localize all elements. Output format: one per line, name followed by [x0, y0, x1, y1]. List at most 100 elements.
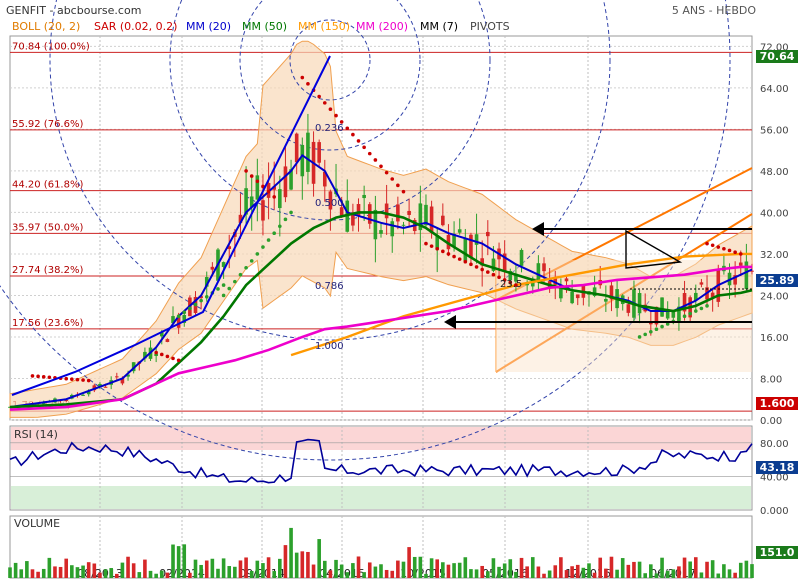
volume-bar [261, 563, 265, 578]
sar-dot [165, 354, 170, 359]
candle-body [396, 204, 400, 222]
volume-bar [322, 560, 327, 578]
volume-bar [390, 570, 395, 578]
candle-body [126, 374, 130, 377]
candle-body [665, 309, 670, 319]
candle-body [204, 277, 209, 287]
indicator-pivots[interactable]: PIVOTS [470, 20, 510, 33]
candle-body [317, 142, 321, 163]
volume-bar [249, 570, 254, 578]
volume-bar [30, 569, 35, 578]
volume-bar [334, 559, 338, 578]
volume-bar [486, 571, 490, 578]
candle-body [300, 144, 305, 177]
volume-bar [446, 564, 451, 578]
candle-body [289, 169, 293, 190]
volume-bar [115, 573, 119, 578]
candle-body [64, 400, 69, 402]
sar-dot [328, 107, 333, 112]
volume-bar [244, 557, 248, 578]
sar-dot [221, 293, 226, 298]
candle-body [693, 292, 698, 301]
fibonacci-arc [0, 0, 731, 461]
sar-dot [429, 244, 434, 248]
volume-bar [542, 573, 546, 578]
pivot-label: 23.5 [500, 279, 522, 290]
sar-dot [193, 302, 198, 307]
volume-bar [581, 567, 586, 578]
sar-dot [362, 145, 366, 150]
candle-body [502, 253, 507, 272]
candle-body [435, 235, 440, 250]
volume-bar [210, 558, 215, 578]
y-tick-label: 16.00 [760, 333, 789, 344]
sar-dot [491, 272, 496, 277]
volume-bar [491, 558, 496, 578]
candle-body [165, 339, 170, 342]
indicator-mm150[interactable]: MM (150) [298, 20, 351, 33]
volume-bar [587, 563, 591, 578]
sar-dot [238, 272, 243, 277]
sar-dot [300, 75, 305, 80]
volume-bar [255, 560, 260, 578]
trend-line [11, 55, 331, 396]
x-tick-label: 02/2014 [159, 567, 205, 580]
candle-body [210, 266, 215, 270]
indicator-sar[interactable]: SAR (0.02, 0.2) [94, 20, 178, 33]
candle-body [744, 261, 749, 289]
volume-bar [452, 563, 456, 578]
indicator-mm200[interactable]: MM (200) [356, 20, 409, 33]
sar-dot [188, 306, 192, 311]
y-tick-label: 64.00 [760, 84, 789, 95]
candle-body [8, 406, 12, 408]
volume-bar [497, 566, 501, 578]
sar-dot [384, 170, 389, 175]
volume-bar [570, 566, 574, 578]
indicator-mm7[interactable]: MM (7) [420, 20, 459, 33]
volume-bar [362, 572, 366, 578]
volume-bar [75, 567, 80, 578]
candle-body [452, 233, 456, 247]
fib-label: 44.20 (61.8%) [12, 180, 83, 191]
volume-bar [401, 561, 406, 578]
volume-bar [294, 552, 299, 578]
sar-dot [401, 189, 406, 194]
channel-shade [496, 260, 752, 372]
volume-bar [53, 566, 57, 578]
indicator-boll[interactable]: BOLL (20, 2) [12, 20, 81, 33]
volume-bar [412, 556, 417, 578]
volume-value-tag: 151.0 [756, 546, 798, 559]
volume-bar [41, 568, 46, 578]
candle-body [671, 311, 676, 318]
indicator-mm20[interactable]: MM (20) [186, 20, 232, 33]
triangle-pattern [625, 229, 683, 269]
volume-bar [682, 557, 687, 578]
volume-bar [19, 569, 24, 578]
sar-dot [339, 120, 344, 124]
candle-body [733, 275, 737, 285]
volume-bar [81, 565, 85, 578]
volume-bar [699, 572, 704, 578]
volume-bar [345, 572, 350, 578]
candle-body [660, 297, 664, 317]
candle-body [176, 316, 181, 328]
candle-body [249, 196, 254, 208]
candle-body [407, 210, 411, 215]
sar-dot [367, 151, 372, 156]
candle-body [81, 394, 85, 396]
candle-body [294, 133, 299, 163]
candle-body [221, 262, 226, 267]
volume-bar [103, 569, 108, 578]
candle-body [570, 291, 574, 304]
chart-title: GENFIT - abcbourse.com [6, 4, 142, 17]
sar-dot [390, 177, 395, 181]
sar-dot [373, 158, 378, 162]
volume-bar [514, 571, 518, 578]
sar-dot [182, 310, 187, 315]
rsi-tick-label: 40.00 [760, 472, 789, 483]
volume-bars [8, 527, 754, 578]
indicator-mm50[interactable]: MM (50) [242, 20, 288, 33]
volume-bar [199, 564, 203, 578]
fan-label-236: 0.236 [315, 123, 344, 134]
